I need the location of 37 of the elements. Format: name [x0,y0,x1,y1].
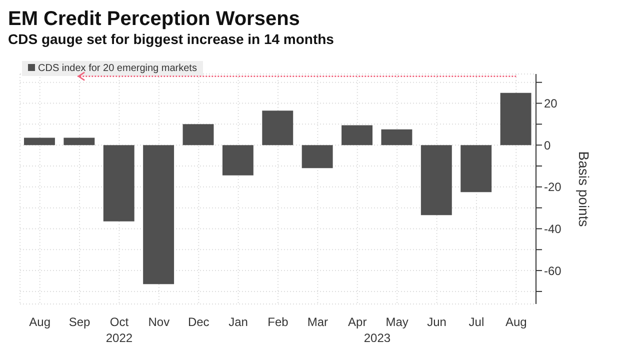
bar [262,110,294,146]
bar [420,145,452,216]
x-tick-label: Aug [29,315,51,329]
x-tick-label: Feb [268,315,289,329]
chart-title: EM Credit Perception Worsens [8,8,301,30]
x-tick-label: Apr [348,315,367,329]
y-axis-title: Basis points [576,151,592,227]
x-tick-label: Mar [307,315,328,329]
text: 2023 [364,331,391,345]
x-tick-label: Sep [68,315,91,329]
x-tick-label: Dec [188,315,210,329]
x-tick-label: Nov [148,315,170,329]
bar [64,138,95,146]
y-tick-label: -20 [544,180,562,194]
bar [182,124,214,146]
bar [222,145,254,176]
y-tick-label: -40 [544,222,562,236]
x-tick-label: Jan [228,315,248,329]
x-tick-label: Jul [468,315,484,329]
text: 2022 [106,331,133,345]
x-tick-label: Oct [110,315,130,329]
y-tick-label: -60 [544,264,562,278]
x-tick-label: May [386,315,408,329]
bar [302,145,333,168]
x-tick-label: Aug [505,315,527,329]
bar [500,92,532,146]
y-tick-label: 20 [544,96,558,111]
bar [24,138,55,146]
bar [143,145,174,284]
bar [103,145,134,222]
y-tick-label: 0 [544,138,551,152]
bar [460,145,492,192]
legend-label: CDS index for 20 emerging markets [37,63,197,74]
x-tick-label: Jun [427,315,446,329]
bar [381,129,412,146]
chart-subtitle: CDS gauge set for biggest increase in 14 months [8,30,335,48]
bar [342,125,372,146]
